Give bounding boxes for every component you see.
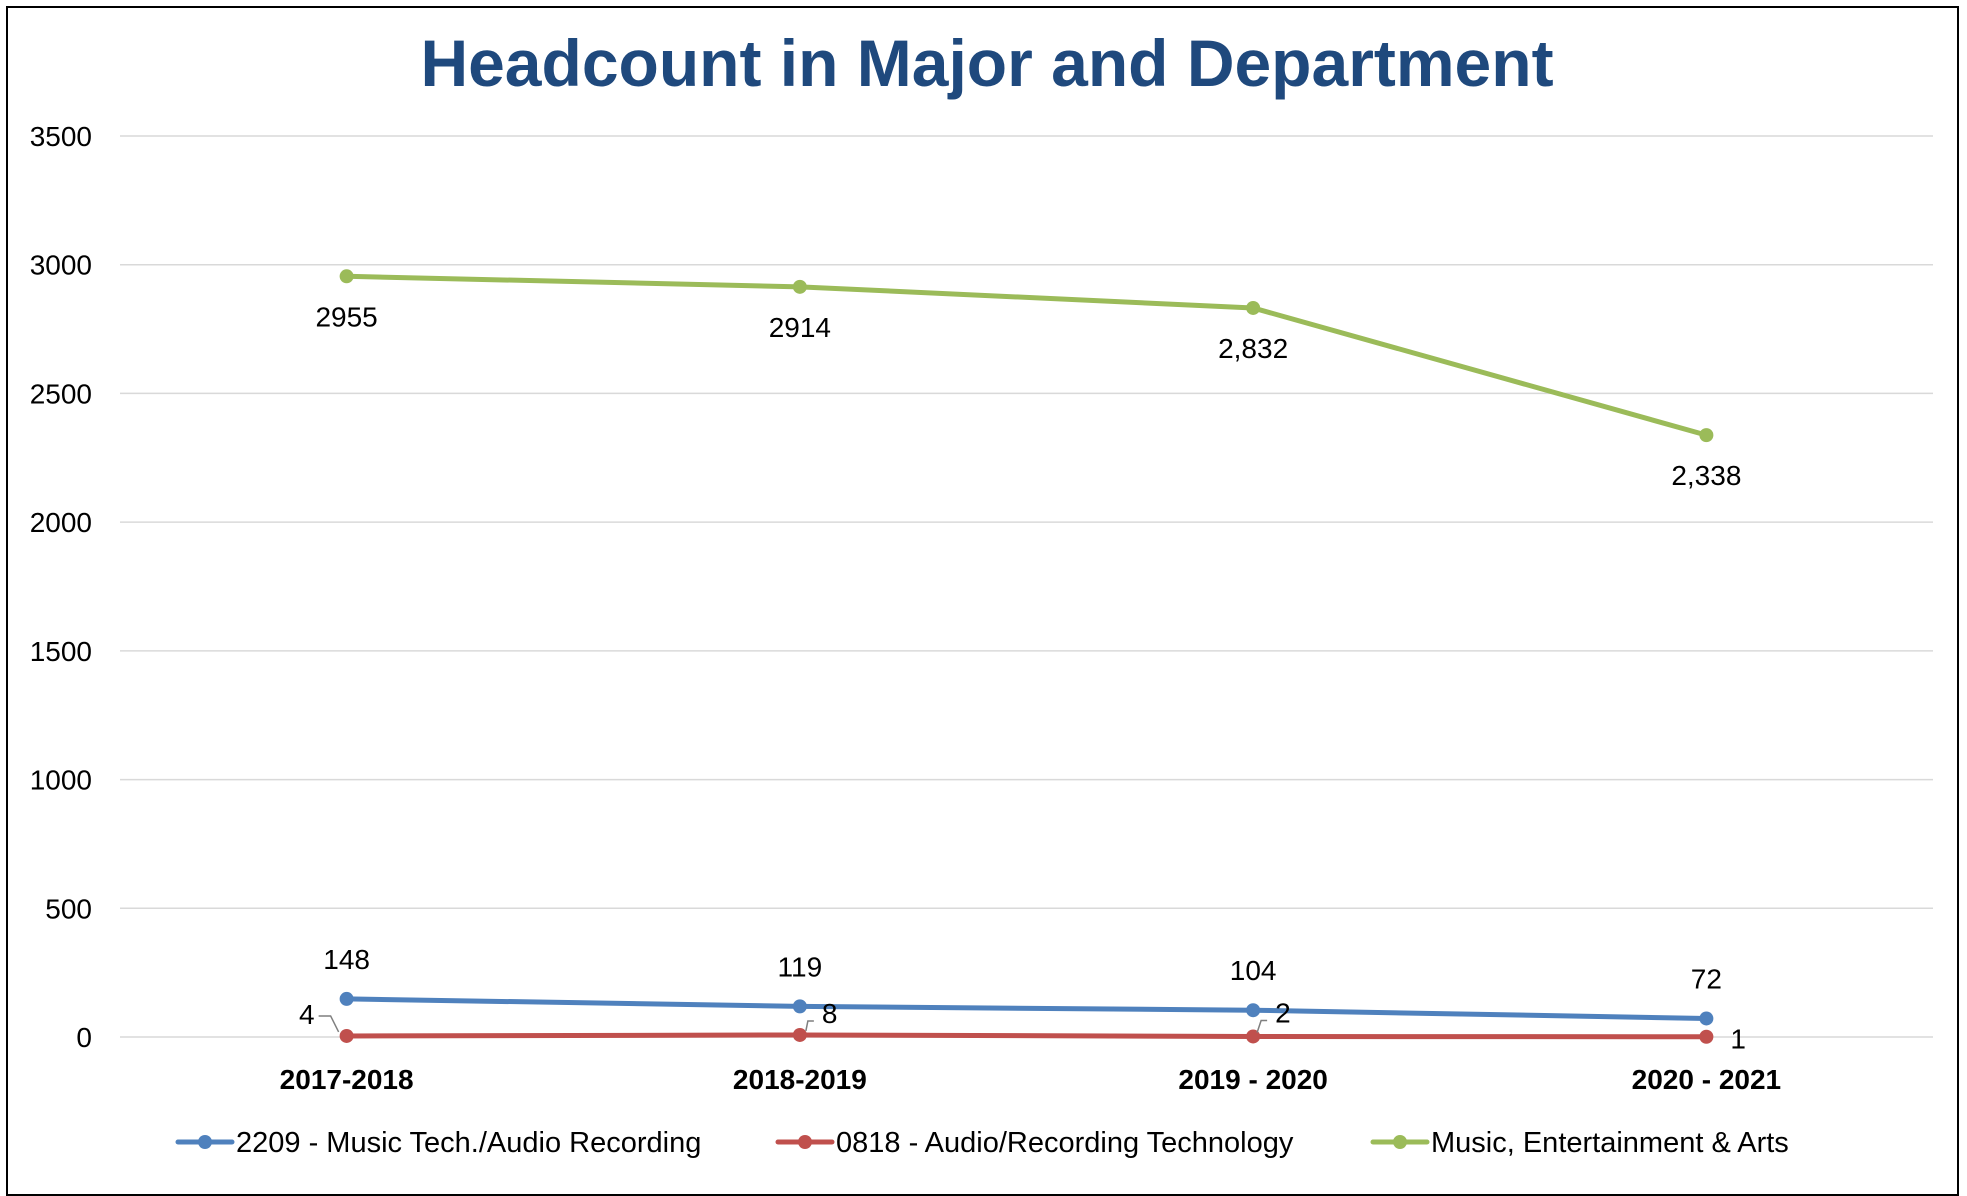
- data-label: 8: [822, 998, 838, 1029]
- data-point: [1246, 1003, 1261, 1018]
- data-labels: 148 119 104 72 4 8 2 1 2955 2914 2,832 2,338: [299, 301, 1746, 1054]
- x-tick-label: 2019 - 2020: [1178, 1064, 1327, 1095]
- data-label: 2,338: [1671, 460, 1741, 491]
- legend-label: Music, Entertainment & Arts: [1431, 1127, 1789, 1159]
- data-label: 4: [299, 999, 315, 1030]
- data-point: [1699, 428, 1714, 443]
- y-tick-label: 2000: [30, 507, 92, 538]
- legend: 2209 - Music Tech./Audio Recording 0818 -…: [175, 1127, 1789, 1159]
- y-tick-label: 3000: [30, 250, 92, 281]
- legend-item: Music, Entertainment & Arts: [1370, 1127, 1789, 1159]
- series-line: [344, 996, 1709, 1021]
- legend-marker: [198, 1135, 212, 1149]
- y-tick-label: 3500: [30, 121, 92, 152]
- data-point: [1699, 1011, 1714, 1026]
- data-point: [1246, 1029, 1261, 1044]
- chart-frame: [6, 6, 1959, 1196]
- legend-marker: [798, 1135, 812, 1149]
- y-tick-label: 1500: [30, 636, 92, 667]
- series-2: [339, 269, 1714, 443]
- data-label: 119: [778, 951, 823, 982]
- label-leader-line: [318, 1015, 340, 1033]
- legend-label: 2209 - Music Tech./Audio Recording: [236, 1127, 701, 1159]
- series-line: [344, 1032, 1709, 1040]
- series-layer: [339, 269, 1714, 1044]
- y-tick-label: 2500: [30, 378, 92, 409]
- data-point: [339, 269, 354, 284]
- gridlines: [120, 135, 1933, 1038]
- data-point: [339, 991, 354, 1006]
- label-leader-line: [1256, 1019, 1268, 1033]
- data-label: 104: [1230, 955, 1277, 986]
- data-point: [1699, 1029, 1714, 1044]
- data-label: 2,832: [1218, 333, 1288, 364]
- data-label: 2914: [769, 312, 831, 343]
- legend-marker: [1393, 1135, 1407, 1149]
- data-point: [792, 279, 807, 294]
- legend-label: 0818 - Audio/Recording Technology: [836, 1127, 1294, 1159]
- series-line: [344, 273, 1709, 438]
- x-tick-label: 2017-2018: [280, 1064, 414, 1095]
- data-label: 72: [1691, 963, 1722, 994]
- data-label: 2: [1275, 997, 1291, 1028]
- y-tick-label: 500: [45, 893, 92, 924]
- x-tick-label: 2018-2019: [733, 1064, 867, 1095]
- data-label: 1: [1730, 1024, 1746, 1055]
- data-point: [339, 1028, 354, 1043]
- legend-item: 0818 - Audio/Recording Technology: [775, 1127, 1294, 1159]
- data-label: 148: [323, 944, 370, 975]
- legend-item: 2209 - Music Tech./Audio Recording: [175, 1127, 701, 1159]
- data-point: [792, 999, 807, 1014]
- y-tick-label: 1000: [30, 765, 92, 796]
- y-tick-label: 0: [76, 1022, 92, 1053]
- series-1: [339, 1027, 1714, 1044]
- x-tick-label: 2020 - 2021: [1632, 1064, 1781, 1095]
- x-axis-ticks: 2017-2018 2018-2019 2019 - 2020 2020 - 2021: [280, 1064, 1781, 1095]
- data-point: [792, 1027, 807, 1042]
- chart-title: Headcount in Major and Department: [420, 26, 1553, 100]
- label-leader-line: [805, 1020, 814, 1032]
- data-label: 2955: [315, 301, 377, 332]
- data-point: [1246, 300, 1261, 315]
- y-axis-ticks: 0 500 1000 1500 2000 2500 3000 3500: [30, 121, 92, 1053]
- series-0: [339, 991, 1714, 1026]
